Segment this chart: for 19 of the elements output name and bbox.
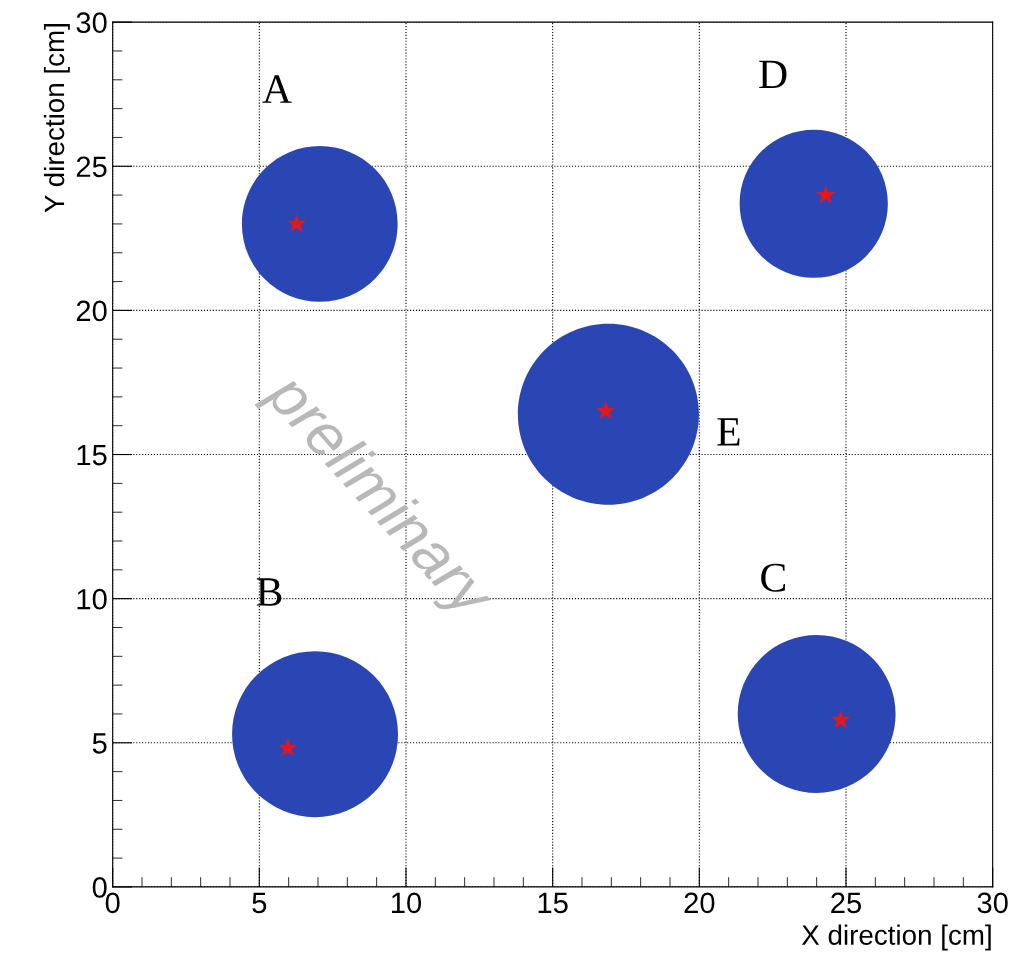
data-label: A [262,75,292,103]
y-tick-label: 30 [76,12,107,33]
x-tick-label: 10 [392,892,422,914]
x-axis-title: X direction [cm] [801,924,991,951]
y-tick-label: 15 [77,445,107,466]
y-tick-label: 0 [92,877,107,898]
data-label: C [761,563,785,592]
y-tick-label: 25 [76,156,107,178]
x-tick-label: 20 [684,892,715,914]
x-tick-label: 5 [252,892,267,914]
x-tick-label: 30 [977,892,1008,914]
x-tick-label: 25 [831,892,861,914]
y-tick-label: 10 [77,588,107,610]
y-axis-title: Y direction [cm] [43,24,70,213]
x-tick-label: 15 [538,892,568,914]
data-label: E [717,418,740,446]
y-tick-label: 5 [92,733,107,754]
data-label: D [759,60,787,89]
y-tick-label: 20 [76,300,107,322]
